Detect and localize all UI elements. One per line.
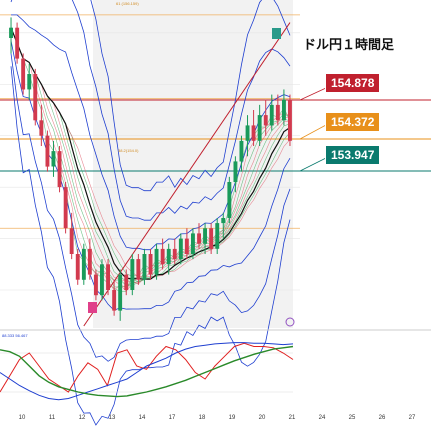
x-tick-label: 19 [229,415,236,421]
oscillator-value-label: 88.333 56.467 [2,333,28,338]
candle-body [136,259,141,280]
candle-body [215,223,220,249]
x-tick-label: 27 [409,415,416,421]
band-upper-3 [90,0,291,192]
candle-body [239,140,244,162]
candle-body [275,104,280,121]
candle-body [166,248,171,265]
candle-body [81,248,86,280]
x-tick-label: 25 [349,415,356,421]
candle-body [124,274,129,290]
x-tick-label: 18 [199,415,206,421]
candle-body [112,290,117,311]
candle-body [51,151,56,167]
candle-body [269,104,274,126]
candle-body [178,238,183,260]
candle-body [118,274,123,311]
x-tick-label: 14 [139,415,146,421]
price-tag-middle: 154.372 [325,112,381,132]
candle-body [94,274,98,296]
candle-body [75,254,80,280]
candle-body [160,248,165,265]
osc-red-line [0,342,294,393]
high-marker [272,28,281,39]
candle-body [172,248,177,260]
price-level-connector-support [299,157,327,172]
candle-body [191,233,195,254]
candle-body [130,259,135,290]
x-tick-label: 11 [49,415,56,421]
price-tag-resistance: 154.878 [325,73,381,93]
chart-title: ドル円１時間足 [303,38,395,53]
candle-body [197,233,201,244]
x-tick-label: 24 [319,415,326,421]
osc-blue-line [0,342,294,401]
candle-body [251,125,256,141]
candle-body [21,58,26,90]
low-marker [88,302,97,313]
candle-body [15,27,20,59]
candle-body [148,254,153,275]
fib-label-top: 61 (156.159) [116,1,139,6]
x-tick-label: 13 [109,415,116,421]
candle-body [87,248,92,275]
candle-body [203,228,207,244]
band-lower-2 [10,53,291,362]
candle-body [100,264,104,296]
price-tag-support: 153.947 [325,145,381,165]
oscillator-layer [0,342,294,401]
candle-body [69,228,74,254]
candle-body [27,74,32,90]
candle-body [245,125,250,141]
candle-body [257,115,262,141]
candle-body [142,254,147,280]
band-lower-1 [10,40,291,311]
candle-body [221,218,226,224]
candle-body [106,264,110,290]
x-tick-label: 21 [289,415,296,421]
x-tick-label: 26 [379,415,386,421]
band-lower-3 [10,66,291,426]
candle-body [9,27,13,38]
candle-body [57,151,62,188]
candle-body [263,115,268,126]
fib-label-mid: 38.2(154.0) [118,148,139,153]
candle-body [33,74,38,121]
candle-body [233,161,238,182]
candle-body [282,99,286,121]
candle-body [184,238,189,254]
candle-body [154,248,159,275]
candle-body [227,182,232,218]
x-tick-label: 17 [169,415,176,421]
price-level-connector-resistance [299,87,327,101]
band-upper-2 [10,0,291,221]
candle-body [209,228,214,249]
marker-layer [88,28,295,327]
candle-body [39,120,44,136]
candle-layer [9,17,292,321]
trend-line [83,22,291,327]
x-tick-label: 20 [259,415,266,421]
price-level-connector-middle [299,124,327,140]
x-tick-label: 12 [79,415,86,421]
osc-green-line [0,345,294,398]
candle-body [45,135,50,167]
settings-marker [285,317,295,327]
candle-body [288,99,292,141]
x-axis: 10 11 12 13 14 17 18 19 20 21 24 25 26 27 [19,415,416,421]
x-tick-label: 10 [19,415,26,421]
level-layer [0,87,431,172]
candle-body [63,187,68,229]
